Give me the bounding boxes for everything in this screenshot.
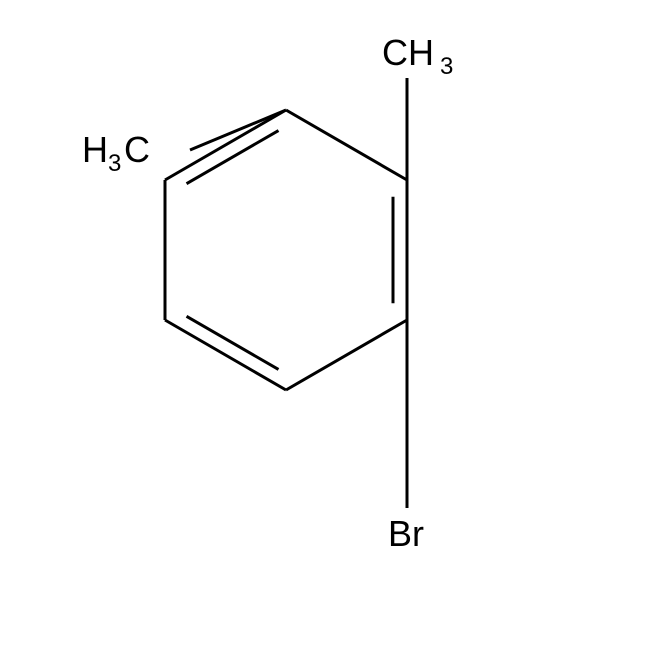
labels-group: CH3H3CBr <box>82 32 453 554</box>
ch3-left-sub: 3 <box>108 150 121 177</box>
molecule-diagram: CH3H3CBr <box>0 0 650 650</box>
br-label: Br <box>388 513 424 554</box>
ch3-left-h: H <box>82 129 108 170</box>
bonds-group <box>165 78 407 508</box>
ch3-left-c: C <box>124 129 150 170</box>
ch3-top-sub: 3 <box>440 53 453 80</box>
ch3-top-label: CH <box>382 32 434 73</box>
